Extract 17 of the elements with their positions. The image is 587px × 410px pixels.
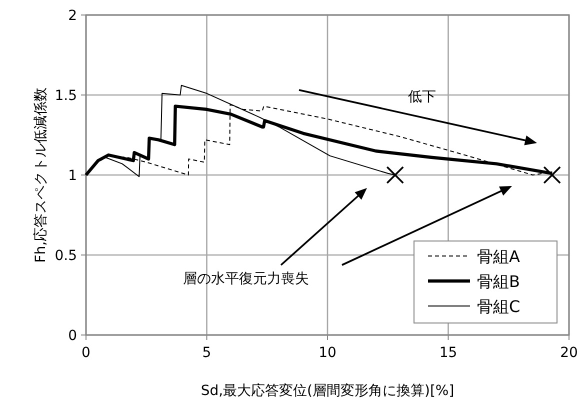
x-tick-label: 10 [318, 345, 336, 361]
y-tick-label: 1.5 [54, 88, 77, 104]
x-tick-label: 5 [202, 345, 212, 361]
y-tick-label: 0 [68, 328, 77, 344]
annotation: 低下 [408, 89, 436, 105]
legend-label: 骨組A [477, 247, 520, 266]
x-tick-label: 15 [439, 345, 458, 361]
y-tick-label: 2 [68, 8, 77, 24]
y-axis-title: Fh,応答スペクトル低減係数 [33, 87, 49, 263]
x-tick-label: 0 [82, 345, 90, 361]
annotation: 層の水平復元力喪失 [183, 271, 309, 287]
legend-label: 骨組B [477, 272, 520, 291]
y-tick-label: 1 [68, 168, 77, 184]
y-tick-label: 0.5 [54, 248, 77, 264]
legend-label: 骨組C [477, 297, 520, 316]
x-tick-label: 20 [560, 345, 578, 361]
x-axis-title: Sd,最大応答変位(層間変形角に換算)[%] [200, 383, 454, 399]
